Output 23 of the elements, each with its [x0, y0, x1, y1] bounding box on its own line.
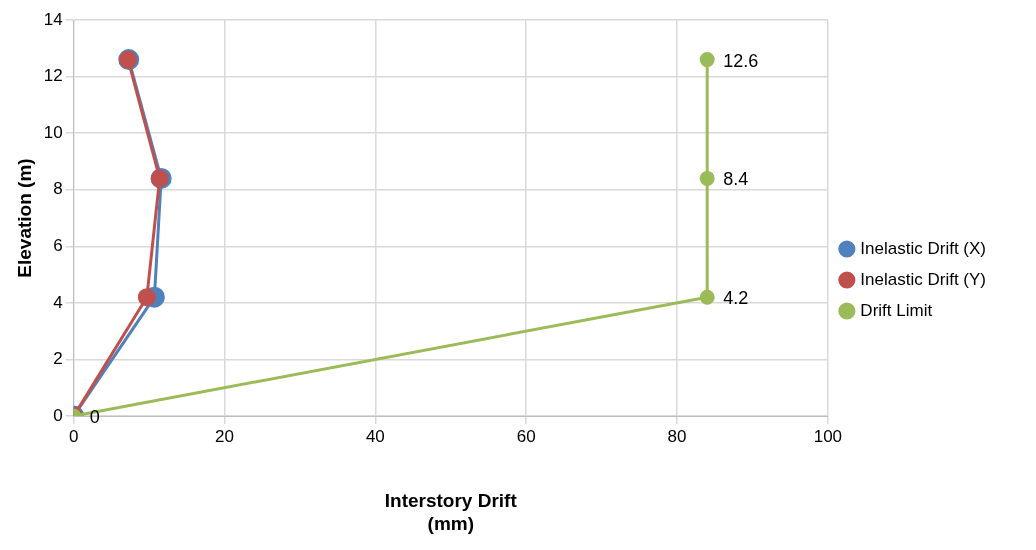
y-tick-label: 14 [43, 9, 63, 29]
data-label: 12.6 [723, 50, 759, 71]
legend-label: Drift Limit [860, 300, 933, 320]
y-tick-label: 12 [43, 66, 63, 86]
x-tick-label: 40 [365, 426, 385, 446]
y-tick-label: 0 [53, 405, 63, 425]
x-tick-label: 60 [516, 426, 536, 446]
x-axis-title: Interstory Drift (mm) [384, 490, 518, 534]
y-tick-label: 8 [53, 179, 63, 199]
y-tick-label: 6 [53, 235, 63, 255]
legend-label: Inelastic Drift (X) [860, 238, 987, 258]
legend-label: Inelastic Drift (Y) [860, 269, 987, 289]
data-label: 8.4 [723, 169, 749, 190]
y-tick-label: 4 [53, 292, 63, 312]
y-tick-label: 10 [43, 122, 63, 142]
x-tick-label: 20 [215, 426, 234, 446]
x-tick-label: 80 [667, 426, 687, 446]
y-axis-title: Elevation (m) [13, 158, 35, 278]
y-tick-label: 2 [53, 349, 63, 369]
data-label: 0 [89, 406, 100, 427]
data-label: 4.2 [723, 288, 749, 309]
x-tick-label: 0 [68, 426, 79, 446]
x-tick-label: 100 [813, 426, 843, 446]
